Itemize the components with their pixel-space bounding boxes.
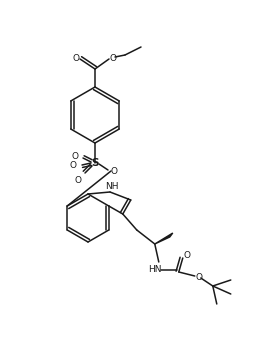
Text: O: O (109, 53, 116, 63)
Text: O: O (75, 175, 81, 184)
Text: O: O (72, 53, 79, 63)
Text: S: S (91, 158, 99, 168)
Text: O: O (71, 151, 78, 160)
Text: O: O (111, 166, 117, 175)
Text: O: O (195, 272, 202, 281)
Text: NH: NH (105, 182, 119, 190)
Text: HN: HN (148, 265, 162, 274)
Text: O: O (69, 160, 77, 169)
Text: O: O (183, 252, 190, 261)
Polygon shape (155, 233, 173, 244)
